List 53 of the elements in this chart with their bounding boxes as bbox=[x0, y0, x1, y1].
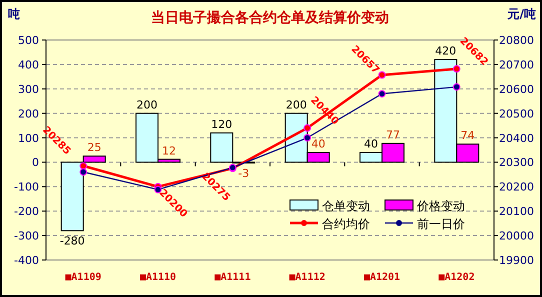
data-label: 200 bbox=[286, 98, 307, 112]
x-tick-label: ■A1112 bbox=[289, 272, 326, 283]
y-tick-label: -100 bbox=[14, 180, 39, 194]
legend-label: 仓单变动 bbox=[322, 199, 370, 213]
y2-tick-label: 20200 bbox=[499, 180, 534, 194]
data-label: -3 bbox=[238, 166, 250, 180]
data-label: 420 bbox=[435, 44, 456, 58]
y2-tick-label: 20500 bbox=[499, 107, 534, 120]
y-tick-label: 100 bbox=[18, 132, 39, 145]
point bbox=[80, 168, 88, 176]
data-label: 77 bbox=[386, 128, 400, 142]
x-tick-label: ■A1111 bbox=[214, 272, 251, 283]
y-tick-label: -200 bbox=[14, 205, 39, 218]
y-tick-label: -300 bbox=[14, 230, 39, 243]
point bbox=[378, 90, 386, 98]
y-tick-label: 400 bbox=[18, 58, 39, 72]
point bbox=[378, 71, 386, 79]
point bbox=[80, 162, 88, 170]
y2-tick-label: 20400 bbox=[499, 132, 534, 145]
y-tick-label: 200 bbox=[18, 107, 39, 120]
data-label: 40 bbox=[364, 137, 378, 150]
y-tick-label: -400 bbox=[14, 254, 39, 267]
data-label: 12 bbox=[162, 144, 176, 158]
y2-tick-label: 20600 bbox=[499, 82, 534, 96]
point bbox=[304, 134, 312, 142]
y2-tick-label: 20700 bbox=[499, 58, 534, 72]
point bbox=[452, 65, 460, 73]
y2-tick-label: 20300 bbox=[499, 156, 534, 170]
y-axis-title: 吨 bbox=[8, 7, 20, 21]
point bbox=[304, 124, 312, 132]
y-tick-label: 500 bbox=[18, 34, 39, 47]
y2-tick-label: 20100 bbox=[499, 205, 534, 218]
y2-tick-label: 19900 bbox=[499, 254, 534, 267]
y2-axis-title: 元/吨 bbox=[506, 7, 536, 21]
data-label: 40 bbox=[311, 137, 326, 150]
data-label: -280 bbox=[60, 234, 85, 248]
data-label: 120 bbox=[211, 118, 232, 131]
legend-label: 合约均价 bbox=[322, 217, 370, 231]
legend-label: 价格变动 bbox=[416, 199, 465, 213]
data-label: 74 bbox=[460, 129, 475, 142]
data-label: 200 bbox=[136, 98, 158, 112]
data-label: 25 bbox=[87, 141, 102, 154]
chart-title: 当日电子撮合各合约仓单及结算价变动 bbox=[151, 9, 389, 26]
y2-tick-label: 20000 bbox=[499, 230, 534, 243]
point bbox=[452, 83, 460, 91]
y2-tick-label: 20800 bbox=[499, 34, 534, 47]
x-tick-label: ■A1201 bbox=[364, 272, 400, 283]
x-tick-label: ■A1110 bbox=[140, 272, 176, 283]
y-tick-label: 0 bbox=[32, 156, 39, 170]
x-tick-label: ■A1109 bbox=[65, 272, 102, 283]
legend-label: 前一日价 bbox=[417, 217, 465, 231]
y-tick-label: 300 bbox=[18, 82, 39, 96]
x-tick-label: ■A1202 bbox=[438, 272, 475, 283]
